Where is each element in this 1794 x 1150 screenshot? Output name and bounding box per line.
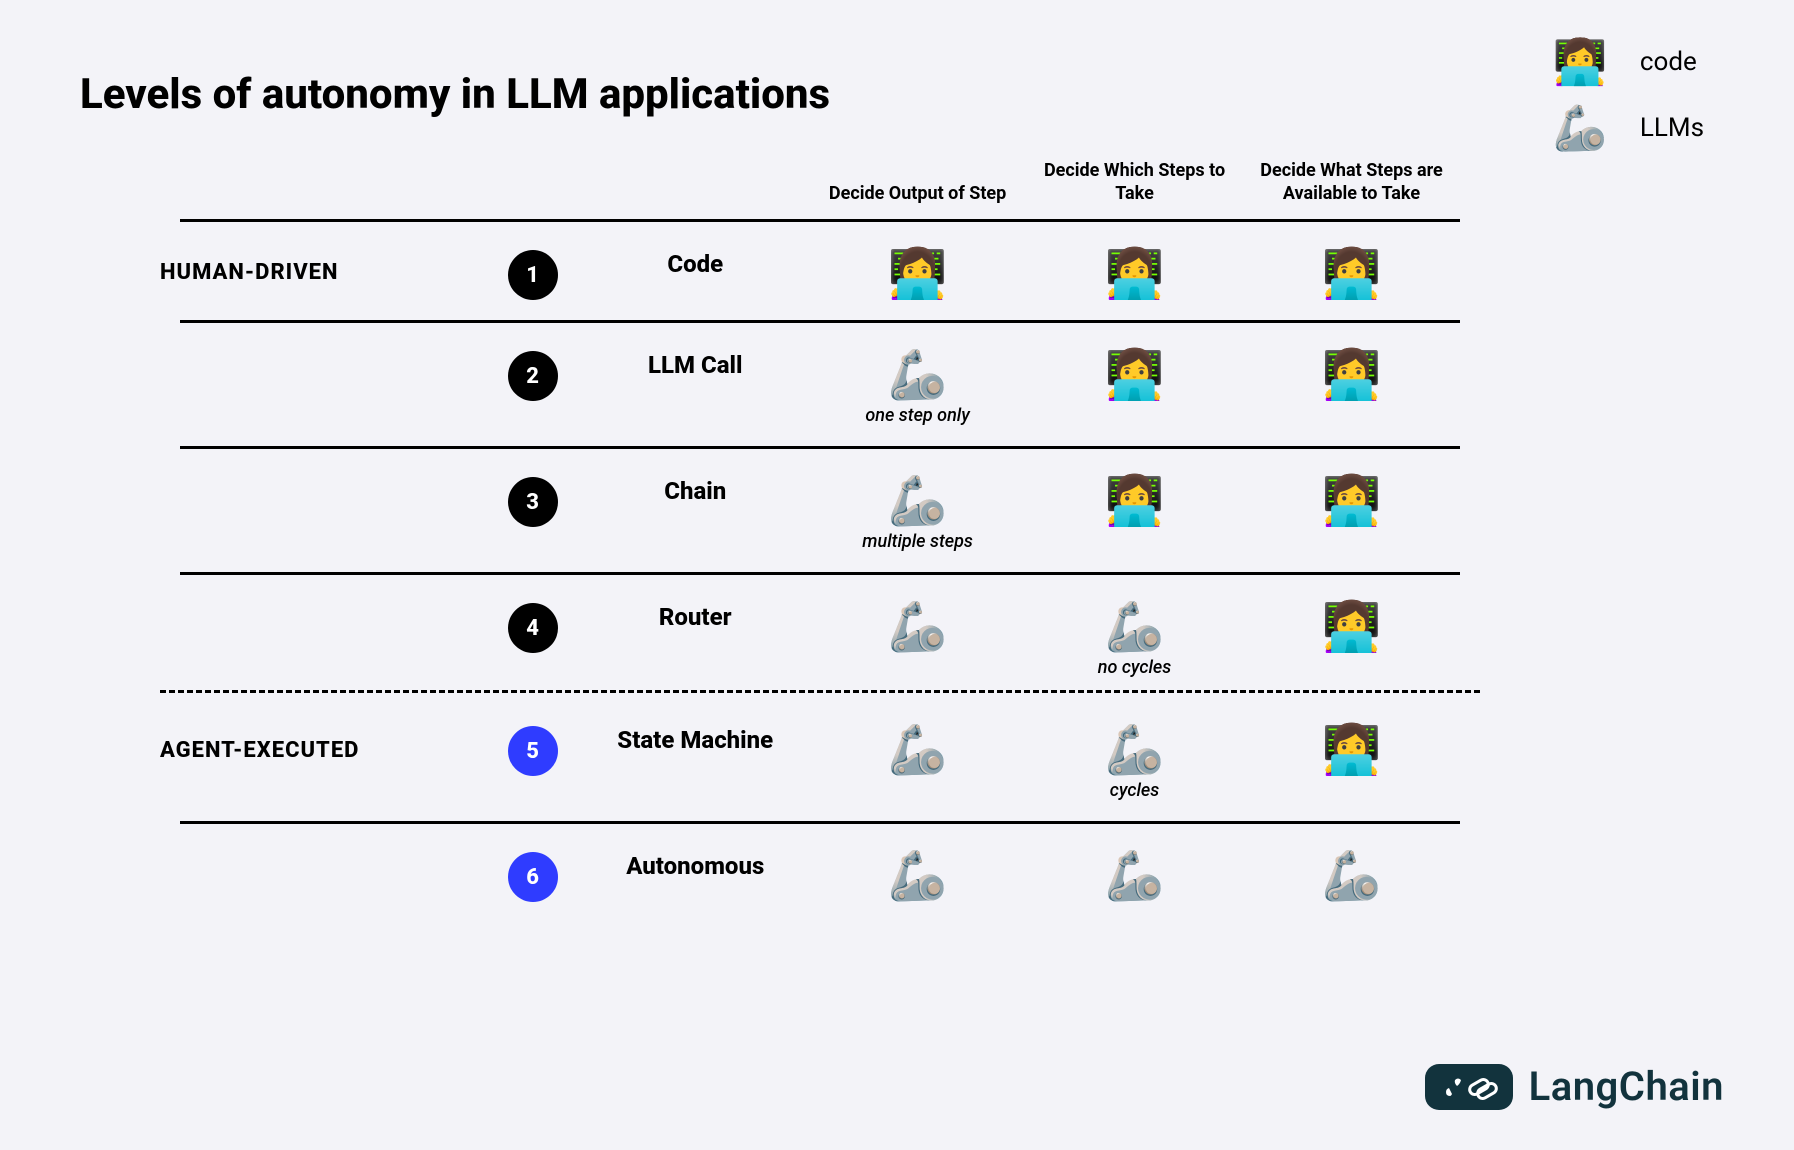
langchain-logo-text: LangChain bbox=[1529, 1063, 1724, 1110]
table-row: 4 Router 🦾 🦾 no cycles 👩‍💻 bbox=[180, 575, 1460, 698]
level-badge: 5 bbox=[508, 726, 558, 776]
technologist-icon: 👩‍💻 bbox=[1105, 351, 1165, 399]
technologist-icon: 👩‍💻 bbox=[1322, 603, 1382, 651]
legend-label-llms: LLMs bbox=[1640, 113, 1704, 143]
level-name: Router bbox=[581, 575, 809, 698]
technologist-icon: 👩‍💻 bbox=[1322, 250, 1382, 298]
technologist-icon: 👩‍💻 bbox=[888, 250, 948, 298]
level-badge: 2 bbox=[508, 351, 558, 401]
technologist-icon: 👩‍💻 bbox=[1322, 477, 1382, 525]
technologist-icon: 👩‍💻 bbox=[1322, 726, 1382, 774]
mechanical-arm-icon: 🦾 bbox=[1550, 106, 1610, 150]
legend-item-llms: 🦾 LLMs bbox=[1550, 106, 1704, 150]
mechanical-arm-icon: 🦾 bbox=[888, 726, 948, 774]
mechanical-arm-icon: 🦾 bbox=[1105, 852, 1165, 900]
mechanical-arm-icon: 🦾 bbox=[888, 603, 948, 651]
autonomy-table-wrap: HUMAN-DRIVEN AGENT-EXECUTED Decide Outpu… bbox=[180, 160, 1460, 922]
mechanical-arm-icon: 🦾 bbox=[888, 351, 948, 399]
technologist-icon: 👩‍💻 bbox=[1105, 250, 1165, 298]
col-header-avail: Decide What Steps are Available to Take bbox=[1243, 160, 1460, 221]
technologist-icon: 👩‍💻 bbox=[1322, 351, 1382, 399]
level-name: Code bbox=[581, 222, 809, 322]
mechanical-arm-icon: 🦾 bbox=[888, 477, 948, 525]
category-human-driven: HUMAN-DRIVEN bbox=[160, 260, 460, 285]
mechanical-arm-icon: 🦾 bbox=[888, 852, 948, 900]
col-header-output: Decide Output of Step bbox=[809, 160, 1026, 221]
col-header-which: Decide Which Steps to Take bbox=[1026, 160, 1243, 221]
table-row: 3 Chain 🦾 multiple steps 👩‍💻 👩‍💻 bbox=[180, 449, 1460, 574]
legend: 👩‍💻 code 🦾 LLMs bbox=[1550, 40, 1704, 150]
cell-note: cycles bbox=[1110, 780, 1159, 801]
table-row: 6 Autonomous 🦾 🦾 🦾 bbox=[180, 824, 1460, 922]
page-title: Levels of autonomy in LLM applications bbox=[80, 70, 830, 119]
mechanical-arm-icon: 🦾 bbox=[1322, 852, 1382, 900]
category-divider bbox=[160, 690, 1480, 693]
table-row: 2 LLM Call 🦾 one step only 👩‍💻 👩‍💻 bbox=[180, 323, 1460, 448]
level-name: LLM Call bbox=[581, 323, 809, 448]
legend-item-code: 👩‍💻 code bbox=[1550, 40, 1704, 84]
technologist-icon: 👩‍💻 bbox=[1550, 40, 1610, 84]
level-badge: 3 bbox=[508, 477, 558, 527]
mechanical-arm-icon: 🦾 bbox=[1105, 726, 1165, 774]
level-name: State Machine bbox=[581, 698, 809, 823]
level-badge: 1 bbox=[508, 250, 558, 300]
level-name: Autonomous bbox=[581, 824, 809, 922]
technologist-icon: 👩‍💻 bbox=[1105, 477, 1165, 525]
cell-note: no cycles bbox=[1098, 657, 1172, 678]
langchain-logo-icon bbox=[1425, 1064, 1513, 1110]
level-badge: 6 bbox=[508, 852, 558, 902]
cell-note: one step only bbox=[865, 405, 969, 426]
category-agent-executed: AGENT-EXECUTED bbox=[160, 738, 460, 763]
level-name: Chain bbox=[581, 449, 809, 574]
mechanical-arm-icon: 🦾 bbox=[1105, 603, 1165, 651]
legend-label-code: code bbox=[1640, 47, 1697, 77]
level-badge: 4 bbox=[508, 603, 558, 653]
cell-note: multiple steps bbox=[862, 531, 973, 552]
langchain-logo: LangChain bbox=[1425, 1063, 1724, 1110]
